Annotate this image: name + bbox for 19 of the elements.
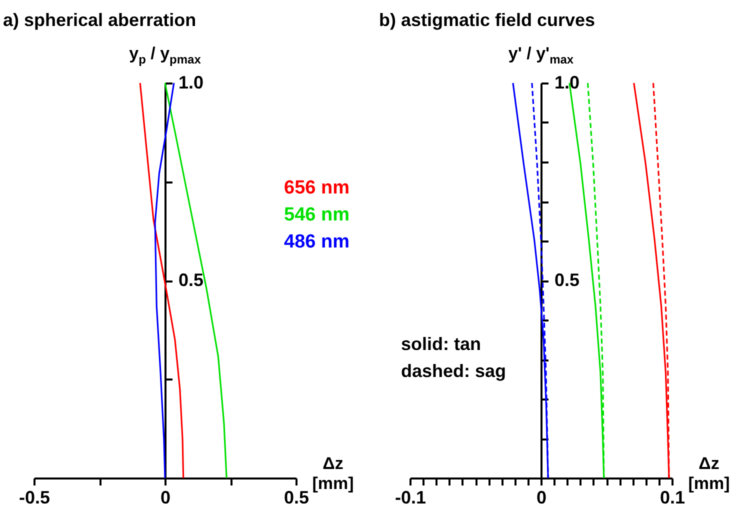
chart-title: a) spherical aberration bbox=[3, 10, 196, 30]
x-axis-title: Δz [mm] bbox=[687, 454, 731, 495]
text: 486 nm bbox=[284, 232, 350, 252]
x-tick-label: 0.1 bbox=[660, 488, 686, 508]
x-axis-title: Δz [mm] bbox=[311, 454, 355, 495]
x-tick-label: 0 bbox=[160, 488, 171, 508]
x-tick-label: 0 bbox=[536, 488, 547, 508]
text: 546 nm bbox=[284, 204, 350, 226]
x-tick-label: 0.5 bbox=[284, 488, 310, 508]
y-axis-title: y$_{p}$ / y$_{pmax}$ bbox=[129, 44, 201, 67]
x-tick-label: -0.5 bbox=[18, 488, 50, 508]
annotation: solid: tan bbox=[401, 334, 481, 354]
y-tick-label: 1.0 bbox=[554, 72, 580, 92]
annotation: dashed: sag bbox=[401, 361, 506, 381]
y-tick-label: 1.0 bbox=[178, 72, 204, 92]
text: 656 nm bbox=[284, 178, 350, 198]
chart-title: b) astigmatic field curves bbox=[379, 10, 596, 30]
x-tick-label: -0.1 bbox=[394, 488, 426, 508]
y-axis-title: y' / y'$_{max}$ bbox=[508, 44, 574, 67]
